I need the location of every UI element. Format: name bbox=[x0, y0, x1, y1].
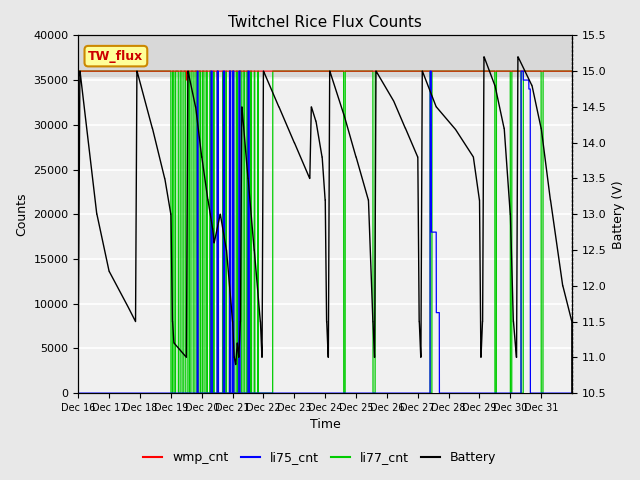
Title: Twitchel Rice Flux Counts: Twitchel Rice Flux Counts bbox=[228, 15, 422, 30]
Y-axis label: Counts: Counts bbox=[15, 192, 28, 236]
Legend: wmp_cnt, li75_cnt, li77_cnt, Battery: wmp_cnt, li75_cnt, li77_cnt, Battery bbox=[138, 446, 502, 469]
Text: TW_flux: TW_flux bbox=[88, 49, 143, 63]
Y-axis label: Battery (V): Battery (V) bbox=[612, 180, 625, 249]
Bar bbox=[79, 36, 572, 75]
X-axis label: Time: Time bbox=[310, 419, 340, 432]
